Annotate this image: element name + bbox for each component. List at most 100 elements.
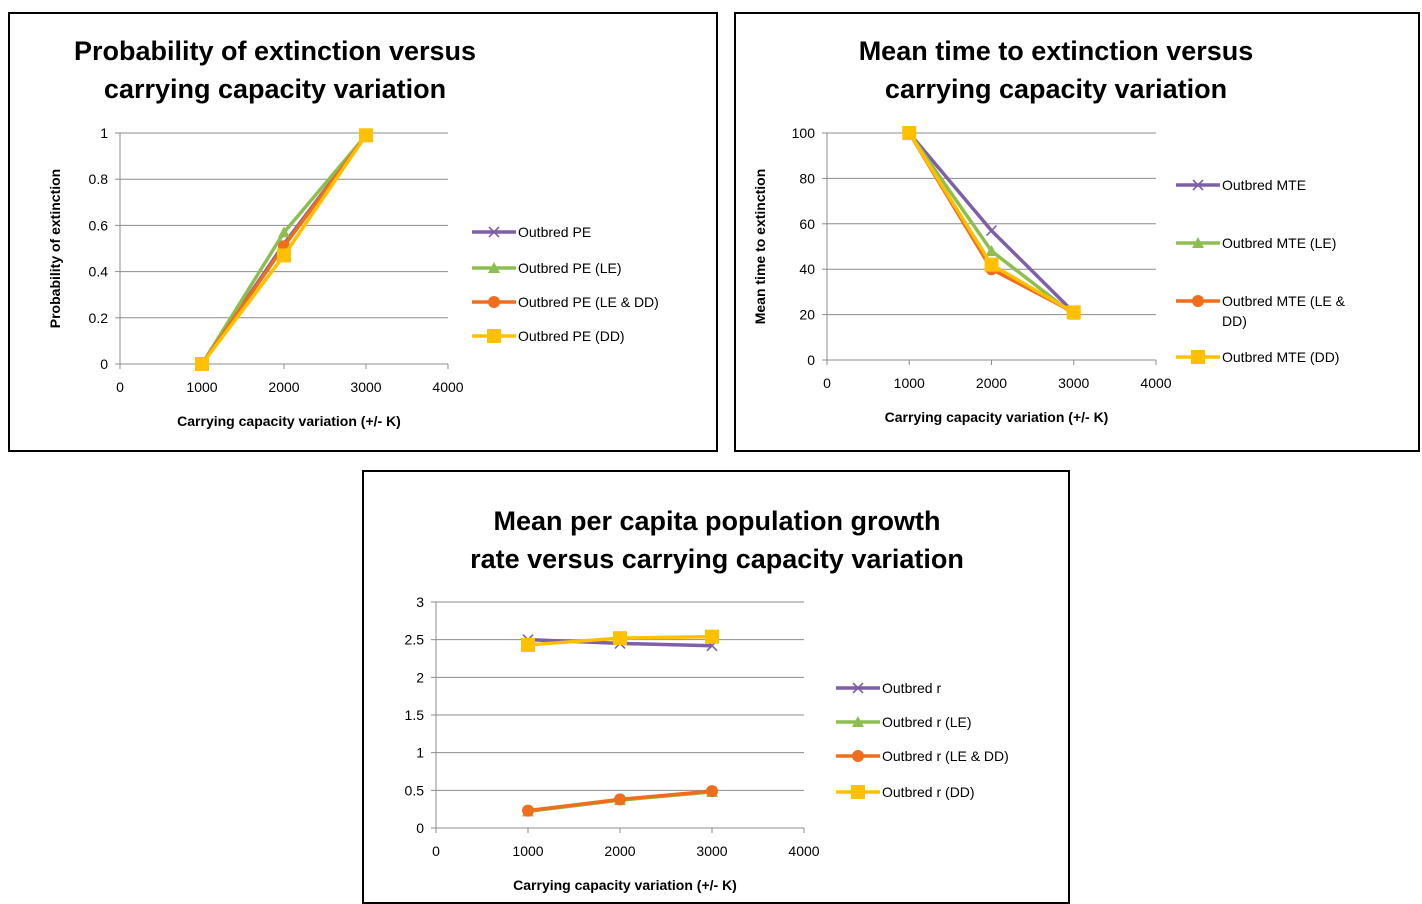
- legend-marker: [488, 262, 500, 273]
- legend-label: Outbred PE (LE): [518, 260, 622, 276]
- y-tick-label: 60: [799, 216, 815, 232]
- legend-item: Outbred r (DD): [836, 784, 975, 800]
- legend-label: Outbred r (LE & DD): [882, 748, 1009, 764]
- legend-item: Outbred r: [836, 680, 941, 696]
- x-tick-label: 2000: [268, 379, 299, 395]
- x-axis-title: Carrying capacity variation (+/- K): [513, 877, 737, 893]
- y-tick-label: 0.6: [89, 217, 109, 233]
- x-tick-label: 1000: [186, 379, 217, 395]
- legend-item: Outbred PE (DD): [472, 328, 625, 344]
- data-point: [706, 785, 718, 798]
- chart-growth-rate: Mean per capita population growth rate ve…: [405, 506, 1009, 893]
- chart-title-line: Mean time to extinction versus: [859, 36, 1254, 66]
- y-tick-label: 0: [416, 820, 424, 836]
- legend-marker: [1192, 237, 1204, 248]
- x-tick-label: 0: [823, 375, 831, 391]
- legend-label: Outbred r: [882, 680, 941, 696]
- chart-title-line: carrying capacity variation: [104, 74, 446, 104]
- x-tick-label: 3000: [696, 843, 727, 859]
- data-point: [985, 225, 998, 237]
- data-point: [705, 629, 719, 644]
- data-point: [195, 357, 209, 371]
- data-point: [1066, 305, 1081, 320]
- chart-title-line: Mean per capita population growth: [493, 506, 940, 536]
- x-tick-label: 0: [116, 379, 124, 395]
- series-4: [521, 629, 719, 652]
- y-tick-label: 1: [416, 745, 424, 761]
- legend-item: Outbred MTE (DD): [1176, 349, 1339, 365]
- data-point: [985, 245, 998, 257]
- legend-marker: [852, 750, 864, 762]
- chart-panel-growth-rate: Mean per capita population growth rate ve…: [362, 470, 1070, 904]
- y-tick-label: 20: [799, 307, 815, 323]
- series-1: [903, 127, 1080, 318]
- data-point: [902, 126, 917, 140]
- legend-item: Outbred MTE (LE & DD): [1176, 293, 1349, 329]
- legend-label: Outbred PE (LE & DD): [518, 294, 659, 310]
- series-4: [902, 126, 1081, 320]
- x-tick-label: 1000: [894, 375, 925, 391]
- legend-item: Outbred PE: [472, 224, 591, 240]
- legend-label: Outbred r (DD): [882, 784, 975, 800]
- legend-label: Outbred MTE (LE): [1222, 235, 1336, 251]
- y-tick-label: 3: [416, 594, 424, 610]
- y-tick-label: 100: [792, 125, 816, 141]
- data-point: [613, 631, 627, 646]
- legend-marker: [1192, 179, 1204, 191]
- legend-item: Outbred PE (LE & DD): [472, 294, 659, 310]
- legend-label: Outbred MTE (LE & DD): [1222, 293, 1349, 329]
- legend-label: Outbred MTE: [1222, 177, 1306, 193]
- y-tick-label: 0: [807, 352, 815, 368]
- chart-title-line: carrying capacity variation: [885, 74, 1227, 104]
- y-tick-label: 80: [799, 170, 815, 186]
- chart-title-line: Probability of extinction versus: [74, 36, 476, 66]
- legend-item: Outbred MTE: [1176, 177, 1306, 193]
- y-tick-label: 0.4: [89, 264, 109, 280]
- y-tick-label: 40: [799, 261, 815, 277]
- legend-label: Outbred MTE (DD): [1222, 349, 1339, 365]
- x-tick-label: 2000: [604, 843, 635, 859]
- y-axis-title: Probability of extinction: [47, 169, 63, 328]
- legend-marker: [488, 226, 500, 238]
- legend-item: Outbred MTE (LE): [1176, 235, 1336, 251]
- x-axis-title: Carrying capacity variation (+/- K): [177, 413, 401, 429]
- y-tick-label: 0: [100, 356, 108, 372]
- legend-marker: [852, 716, 864, 727]
- y-tick-label: 1: [100, 125, 108, 141]
- data-point: [614, 793, 626, 806]
- legend-label: Outbred r (LE): [882, 714, 971, 730]
- data-point: [359, 128, 373, 143]
- legend-marker: [1191, 350, 1205, 364]
- y-tick-label: 2.5: [405, 632, 425, 648]
- series-4: [195, 128, 373, 371]
- y-tick-label: 1.5: [405, 707, 425, 723]
- x-tick-label: 4000: [1140, 375, 1171, 391]
- legend-marker: [851, 785, 865, 799]
- series-3: [522, 785, 718, 817]
- x-tick-label: 3000: [1058, 375, 1089, 391]
- data-point: [522, 804, 534, 817]
- x-axis-title: Carrying capacity variation (+/- K): [885, 409, 1109, 425]
- legend-marker: [487, 329, 501, 343]
- chart-probability-extinction: Probability of extinction versus carrying…: [47, 36, 659, 429]
- legend: Outbred MTE Outbred MTE (LE) Outbred MTE (…: [1176, 177, 1349, 365]
- y-tick-label: 0.8: [89, 171, 109, 187]
- data-point: [984, 257, 999, 272]
- x-tick-label: 4000: [432, 379, 463, 395]
- legend: Outbred PE Outbred PE (LE) Outbred PE (LE …: [472, 224, 659, 344]
- legend: Outbred r Outbred r (LE) Outbred r (LE & D…: [836, 680, 1009, 800]
- x-tick-label: 4000: [788, 843, 819, 859]
- series-line: [907, 131, 1075, 314]
- chart-panel-mean-time-extinction: Mean time to extinction versus carrying c…: [734, 12, 1420, 452]
- data-point: [521, 637, 535, 652]
- legend-marker: [852, 682, 864, 694]
- chart-title-line: rate versus carrying capacity variation: [470, 544, 964, 574]
- y-tick-label: 2: [416, 669, 424, 685]
- y-axis-title: Mean time to extinction: [752, 169, 768, 325]
- legend-marker: [1192, 295, 1204, 307]
- legend-item: Outbred r (LE & DD): [836, 748, 1009, 764]
- data-point: [277, 248, 291, 263]
- y-tick-label: 0.2: [89, 310, 109, 326]
- legend-item: Outbred PE (LE): [472, 260, 622, 276]
- legend-marker: [488, 296, 500, 308]
